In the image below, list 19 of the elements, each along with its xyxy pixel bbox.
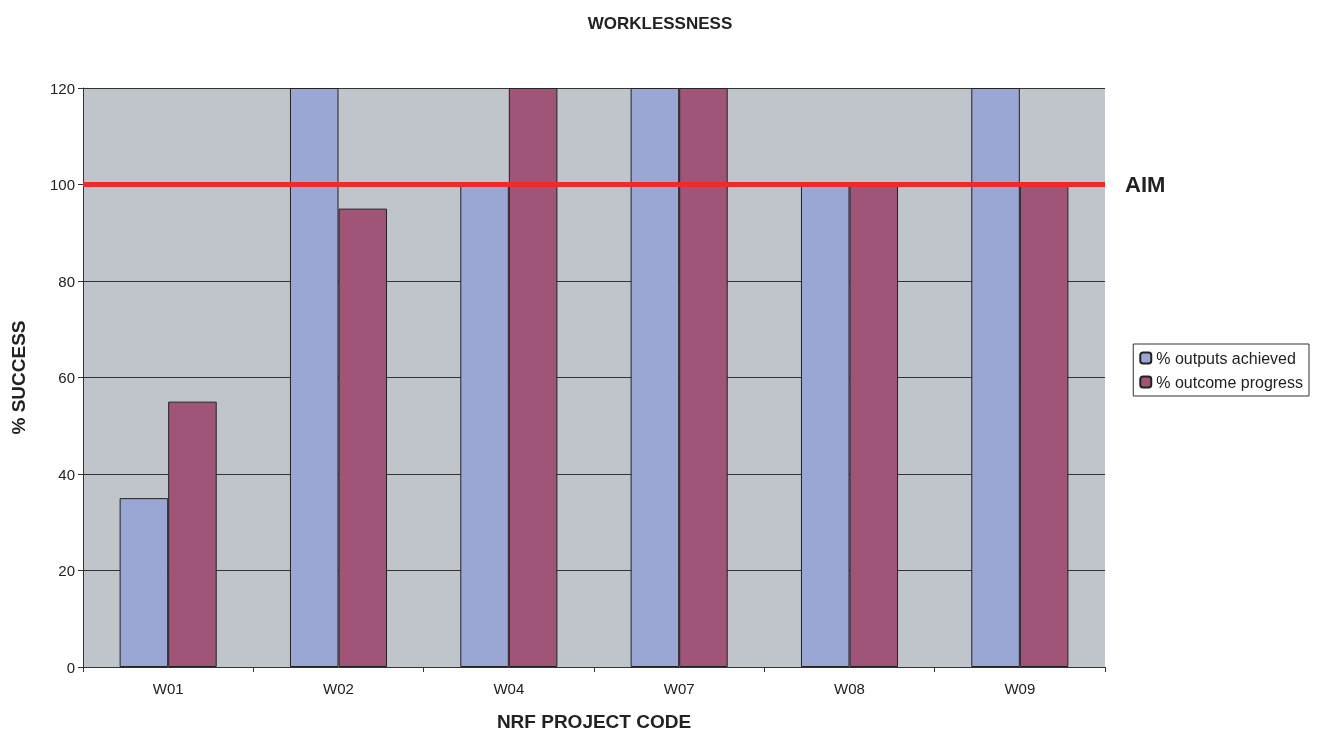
x-tick-label: W02 [323,680,354,697]
x-tick-label: W08 [834,680,865,697]
x-tick-label: W09 [1004,680,1036,697]
x-tick-label: W04 [493,680,525,697]
x-axis-title: NRF PROJECT CODE [496,711,692,732]
legend-label: % outcome progress [1156,373,1303,391]
y-tick-label: 0 [66,658,75,676]
legend-label: % outputs achieved [1156,349,1296,367]
y-axis-title: % SUCCESS [8,320,29,435]
y-tick-label: 20 [58,562,75,579]
y-tick-label: 80 [58,272,75,290]
ref-line-label: AIM [1125,172,1166,197]
y-tick-label: 60 [58,369,75,386]
x-tick-label: W01 [152,680,184,697]
x-tick-label: W07 [663,680,695,697]
y-tick-label: 40 [58,465,75,483]
y-tick-label: 100 [49,176,75,193]
y-tick-label: 120 [49,79,75,97]
chart-title: WORKLESSNESS [587,14,733,33]
